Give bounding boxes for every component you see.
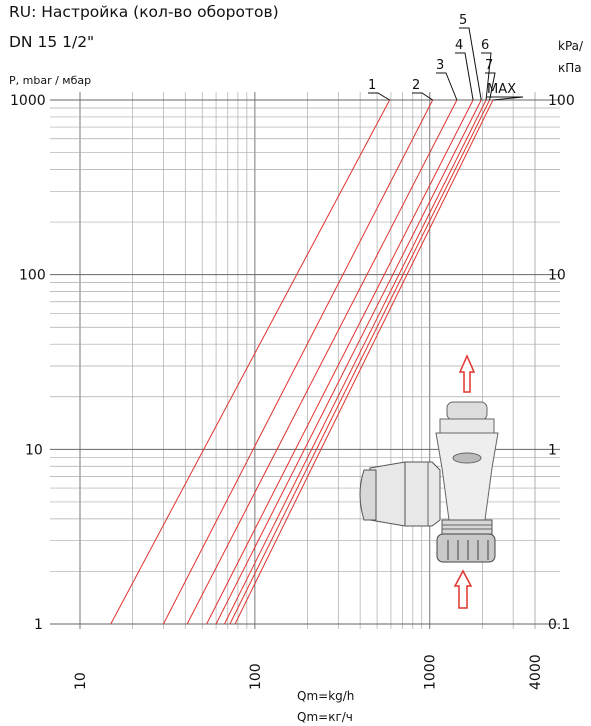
y-axis-label-right-2: кПа	[558, 61, 582, 75]
radiator-valve-icon	[359, 354, 499, 609]
series-label-5: 5	[459, 13, 467, 28]
y-tick-left: 1000	[10, 93, 46, 109]
series-leader-7	[485, 72, 496, 101]
series-leader-6	[481, 52, 492, 101]
series-leader-5	[459, 27, 482, 101]
series-line-6	[224, 99, 487, 625]
series-line-MAX	[234, 99, 494, 625]
y-tick-left: 100	[19, 268, 46, 284]
series-leader-3	[436, 72, 458, 101]
x-tick: 10	[73, 672, 89, 690]
y-tick-right: 10	[548, 268, 566, 284]
chart-title: RU: Настройка (кол-во оборотов)	[9, 3, 279, 21]
y-axis-label-right: kPa/	[558, 39, 584, 53]
y-axis-label-left: P, mbar / мбар	[9, 74, 91, 87]
series-label-3: 3	[436, 58, 444, 73]
series-leader-MAX	[487, 96, 524, 101]
series-label-1: 1	[368, 78, 376, 93]
y-tick-right: 100	[548, 93, 575, 109]
series-label-6: 6	[481, 38, 489, 53]
series-leader-4	[455, 52, 474, 101]
y-tick-left: 10	[25, 442, 43, 458]
series-label-2: 2	[412, 78, 420, 93]
series-label-MAX: MAX	[487, 82, 516, 97]
series-leader-1	[368, 92, 390, 101]
x-tick: 100	[248, 663, 264, 690]
series-line-2	[162, 99, 434, 625]
up-arrow-icon	[453, 569, 473, 609]
series-line-5	[215, 99, 482, 625]
series-label-7: 7	[485, 58, 493, 73]
series-lines	[110, 99, 494, 625]
x-tick: 1000	[423, 654, 439, 690]
y-tick-right: 1	[548, 442, 557, 458]
x-axis-label: Qm=kg/h	[297, 689, 354, 703]
up-arrow-icon	[458, 354, 476, 393]
chart-subtitle: DN 15 1/2"	[9, 33, 94, 51]
series-label-4: 4	[455, 38, 463, 53]
y-tick-left: 1	[34, 617, 43, 633]
x-tick: 4000	[528, 654, 544, 690]
x-axis-label-2: Qm=кг/ч	[297, 710, 353, 724]
y-tick-right: 0.1	[548, 617, 570, 633]
series-leader-2	[412, 92, 433, 101]
series-line-1	[110, 99, 391, 625]
series-line-7	[229, 99, 491, 625]
tick-labels: 1 10 100 1000 0.1 1 10 100 10 100 1000 4000	[10, 93, 575, 690]
series-line-3	[186, 99, 458, 625]
series-line-4	[206, 99, 474, 625]
